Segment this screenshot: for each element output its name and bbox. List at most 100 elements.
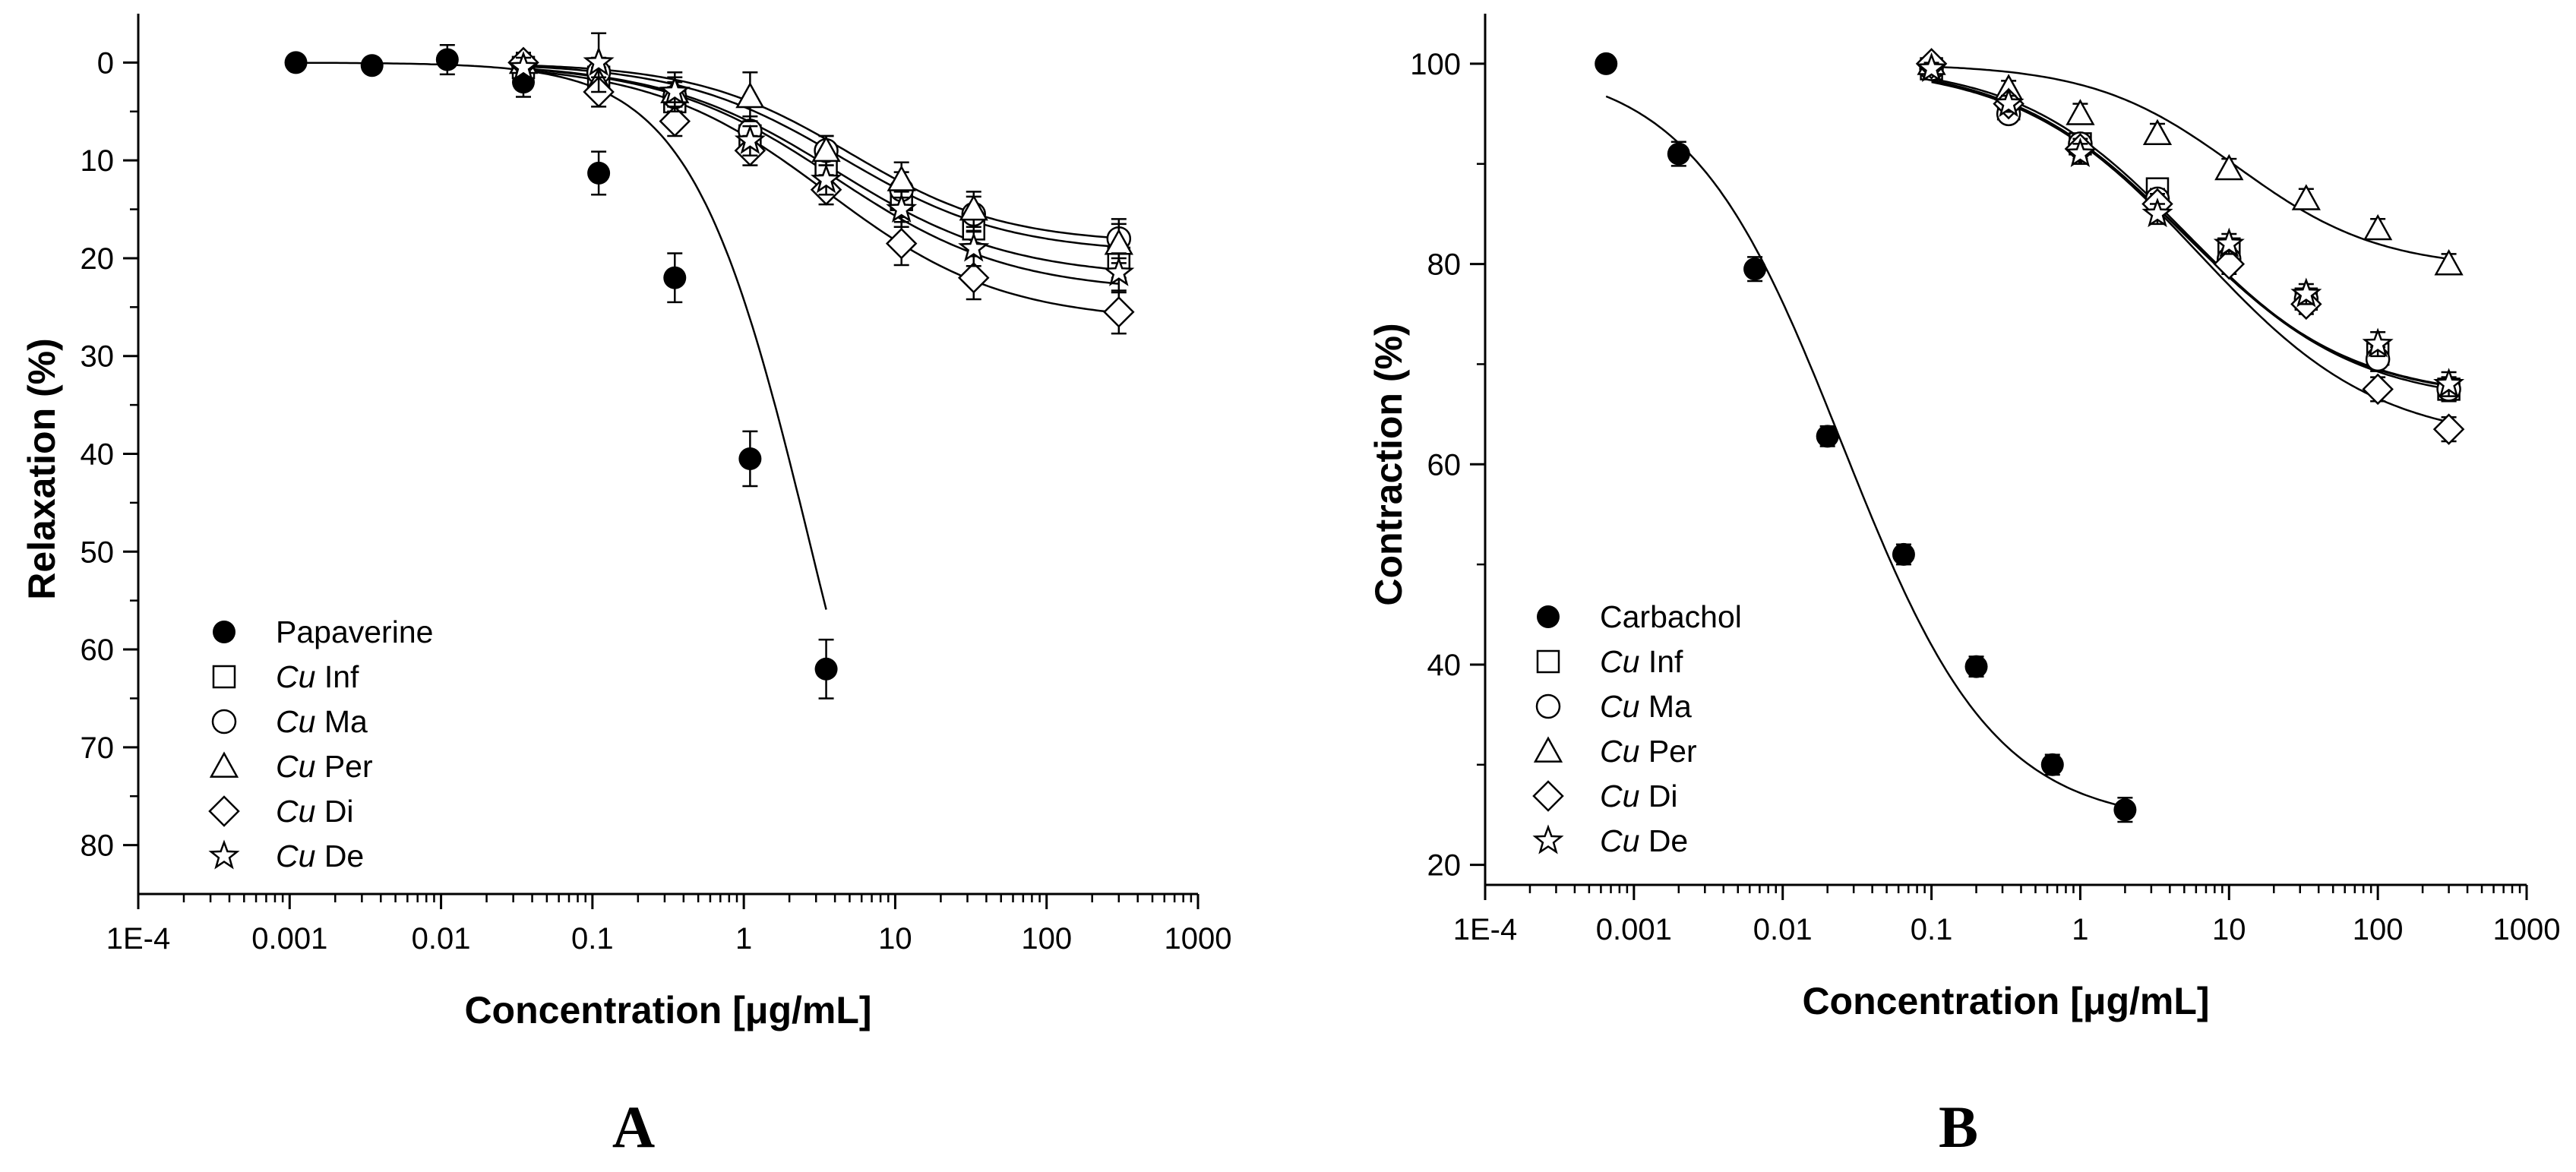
data-point (2040, 753, 2064, 776)
legend: Carbachol Cu Inf Cu Ma Cu Per Cu Di Cu De (1532, 599, 1742, 858)
legend-entry: Cu De (1600, 823, 1688, 858)
legend-marker (1535, 693, 1561, 719)
panel-a: 1E-4 0.001 0.01 0.1 1 10 100 1000 0 10 20 30 40 50 60 7… (21, 14, 1231, 1160)
y-tick-label: 50 (81, 535, 115, 569)
y-axis-title: Contraction (%) (1367, 323, 1410, 605)
x-tick-label: 0.001 (1596, 913, 1672, 946)
data-point (1103, 256, 1135, 286)
data-point (2213, 248, 2246, 280)
data-point (587, 161, 611, 185)
data-point (2434, 249, 2464, 276)
x-tick-label: 0.1 (1911, 913, 1953, 946)
y-tick-label: 70 (81, 731, 115, 765)
data-point (1816, 425, 1839, 448)
x-tick-label: 100 (1021, 922, 1072, 956)
series-cu-de (507, 32, 1135, 294)
y-axis-title: Relaxation (%) (21, 338, 63, 600)
y-tick-label: 20 (81, 242, 115, 276)
y-tick-label: 60 (1427, 448, 1462, 482)
data-point (1993, 87, 2024, 118)
data-point (2290, 277, 2322, 308)
legend-entry: Cu Per (276, 749, 373, 784)
data-point (1892, 542, 1915, 566)
x-tick-label: 1 (735, 922, 752, 956)
data-point (659, 75, 691, 106)
y-tick-label: 20 (1427, 849, 1462, 883)
data-point (2213, 227, 2245, 257)
y-tick-label: 10 (81, 144, 115, 178)
legend-marker (213, 621, 235, 643)
x-tick-label: 100 (2353, 913, 2404, 946)
legend-entry: Cu Di (1600, 779, 1678, 813)
y-tick-label: 80 (1427, 248, 1462, 282)
data-point (663, 266, 687, 289)
x-tick-label: 0.01 (412, 922, 471, 956)
data-point (2363, 213, 2393, 241)
y-tick-label: 30 (81, 340, 115, 374)
x-tick-label: 1000 (2493, 913, 2561, 946)
legend-marker (1537, 605, 1560, 628)
x-axis-title: Concentration [μg/mL] (1802, 980, 2209, 1022)
legend-entry: Cu Ma (1600, 689, 1692, 724)
legend-marker (212, 665, 236, 689)
legend-marker (209, 751, 239, 778)
data-point (1743, 257, 1767, 281)
data-point (958, 232, 990, 262)
legend-marker (208, 795, 240, 827)
x-tick-label: 1E-4 (106, 922, 171, 956)
legend-entry: Carbachol (1600, 599, 1742, 634)
legend: Papaverine Cu Inf Cu Ma Cu Per Cu Di Cu De (208, 614, 433, 873)
legend-marker (1532, 780, 1564, 812)
data-point (735, 81, 765, 109)
legend-marker (211, 709, 237, 734)
legend-marker (208, 839, 240, 870)
data-point (2214, 153, 2244, 181)
series-cu-di (1915, 48, 2465, 445)
legend-entry: Cu De (276, 839, 364, 873)
fit-curve (1605, 95, 2126, 808)
data-point (2141, 197, 2173, 228)
data-point (810, 163, 842, 194)
data-point (957, 261, 990, 294)
panel-label: B (1939, 1094, 1978, 1160)
data-point (1595, 52, 1618, 75)
data-point (2362, 327, 2394, 358)
data-point (887, 165, 916, 191)
panel-label: A (612, 1094, 655, 1160)
legend-marker (1532, 824, 1564, 855)
data-point (2142, 118, 2173, 146)
data-point (885, 227, 918, 260)
y-tick-label: 40 (81, 438, 115, 472)
data-point (659, 105, 691, 137)
data-point (2064, 137, 2096, 168)
y-tick-label: 40 (1427, 649, 1462, 682)
x-tick-label: 1000 (1165, 922, 1232, 956)
data-point (435, 48, 459, 71)
series-carbachol (1595, 52, 2137, 823)
data-point (2362, 373, 2394, 406)
legend-marker (1536, 649, 1560, 674)
data-point (1103, 296, 1135, 328)
legend-entry: Cu Inf (276, 659, 359, 694)
y-tick-label: 100 (1410, 48, 1461, 81)
data-point (1667, 142, 1690, 166)
data-point (811, 135, 841, 163)
x-axis-title: Concentration [μg/mL] (464, 989, 871, 1031)
data-point (886, 192, 918, 223)
data-point (507, 51, 539, 81)
data-point (959, 194, 988, 221)
x-tick-label: 0.01 (1753, 913, 1813, 946)
data-point (2433, 368, 2465, 398)
legend-entry: Cu Di (276, 794, 354, 829)
data-point (2113, 798, 2137, 822)
series-cu-de (1916, 52, 2465, 398)
y-tick-label: 0 (97, 46, 114, 80)
data-point (360, 54, 384, 77)
data-point (738, 447, 762, 470)
legend-entry: Papaverine (276, 614, 433, 649)
x-tick-label: 1 (2072, 913, 2088, 946)
x-tick-label: 10 (878, 922, 912, 956)
y-tick-label: 60 (81, 633, 115, 667)
legend-entry: Cu Inf (1600, 644, 1683, 679)
